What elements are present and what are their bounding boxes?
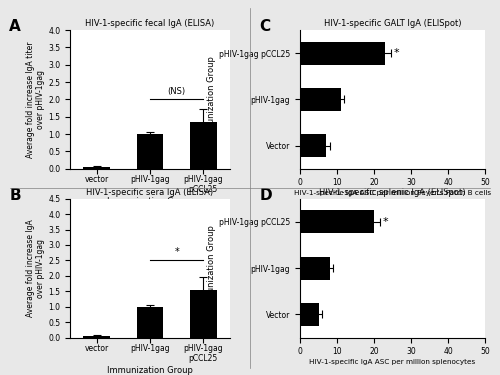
Text: *: * [174,248,179,257]
X-axis label: HIV-1-specific IgA ASC per million splenocytes: HIV-1-specific IgA ASC per million splen… [310,359,476,365]
Bar [300,134,326,157]
X-axis label: HIV-1-specific IgA ASC per million Peyer's Patch B cells: HIV-1-specific IgA ASC per million Peyer… [294,190,491,196]
Title: HIV-1-specific splenic IgA (ELISpot): HIV-1-specific splenic IgA (ELISpot) [320,188,466,196]
Bar [136,134,164,169]
Y-axis label: Immunization Group: Immunization Group [208,225,216,311]
Title: HIV-1-specific fecal IgA (ELISA): HIV-1-specific fecal IgA (ELISA) [86,19,214,28]
Y-axis label: Immunization Group: Immunization Group [208,57,216,142]
Text: *: * [394,48,399,58]
Bar [84,336,110,338]
X-axis label: Immunization Group: Immunization Group [107,197,193,206]
Text: A: A [9,19,21,34]
Title: HIV-1-specific sera IgA (ELISA): HIV-1-specific sera IgA (ELISA) [86,188,214,196]
Text: B: B [9,188,21,202]
Bar [300,88,341,111]
Bar [84,167,110,169]
Bar [190,290,216,338]
Text: D: D [260,188,272,202]
Text: *: * [382,217,388,227]
Bar [300,256,330,280]
Bar [190,122,216,169]
Text: C: C [260,19,270,34]
Title: HIV-1-specific GALT IgA (ELISpot): HIV-1-specific GALT IgA (ELISpot) [324,19,461,28]
Text: (NS): (NS) [168,87,186,96]
Y-axis label: Average fold increase IgA
over pHIV-1gag: Average fold increase IgA over pHIV-1gag [26,219,46,317]
Y-axis label: Average fold increase IgA titer
over pHIV-1gag: Average fold increase IgA titer over pHI… [26,41,46,158]
Bar [300,303,318,326]
Bar [136,307,164,338]
Bar [300,42,385,64]
Bar [300,210,374,233]
X-axis label: Immunization Group: Immunization Group [107,366,193,375]
